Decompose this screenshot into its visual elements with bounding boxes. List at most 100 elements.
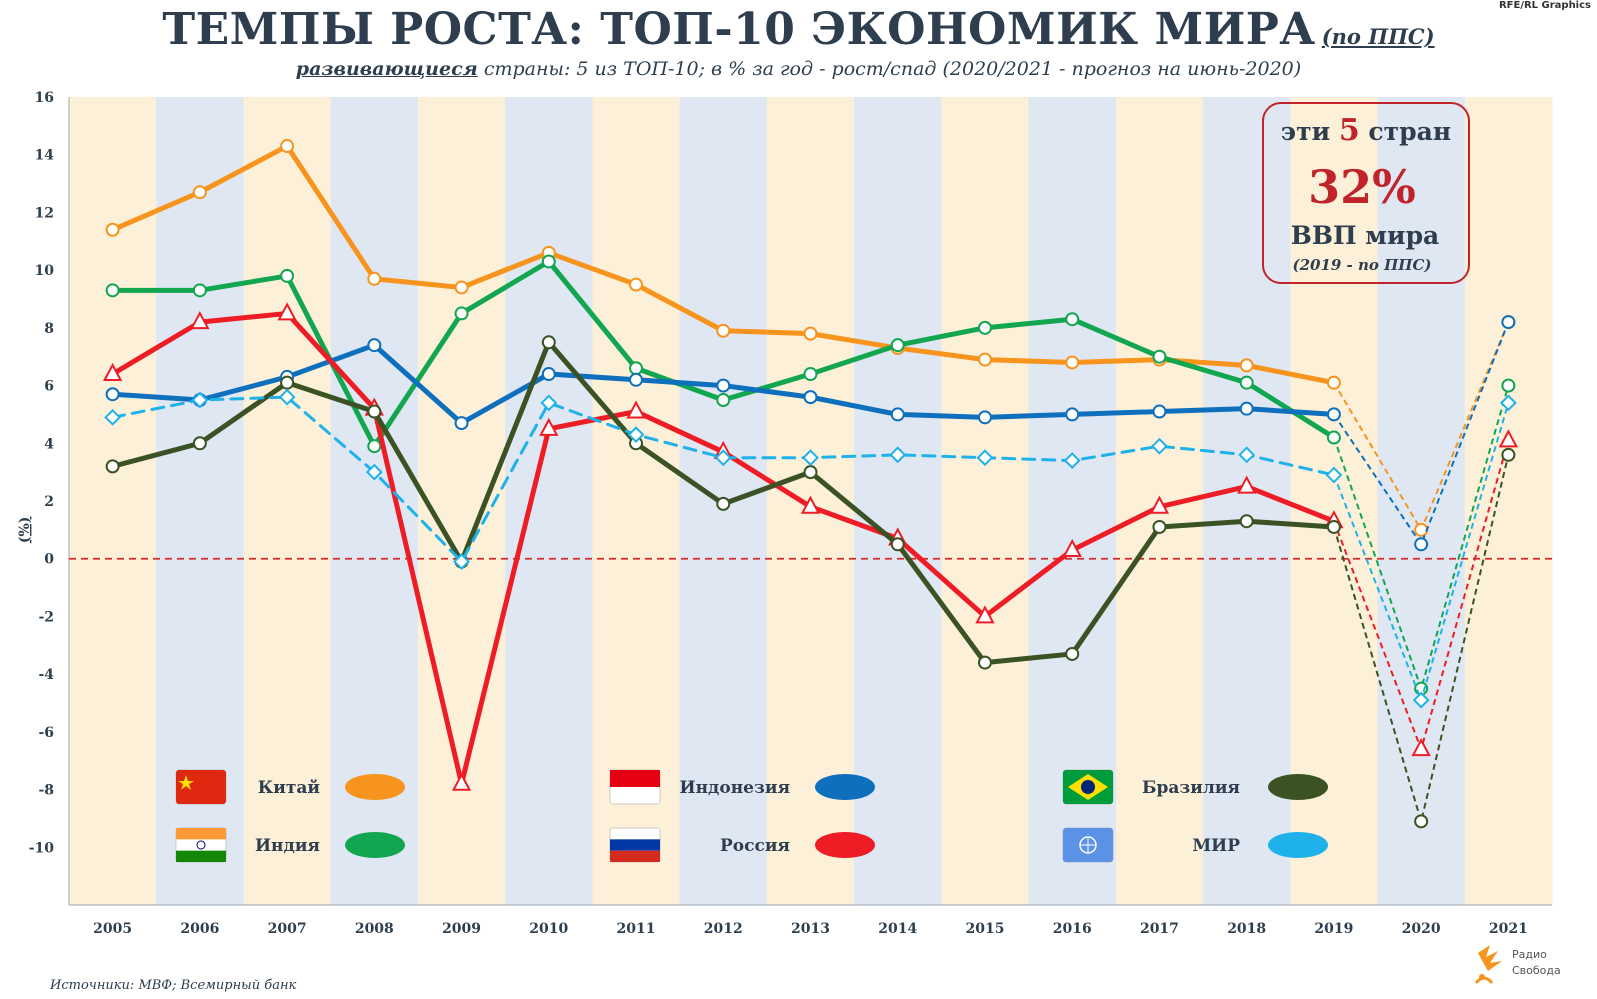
flag-wheel (196, 840, 206, 850)
x-tick-label: 2008 (355, 921, 394, 937)
bg-band (417, 97, 506, 905)
marker-india (280, 268, 295, 283)
marker-russia (626, 400, 646, 419)
marker-indonesia (716, 378, 731, 393)
marker-world (365, 463, 383, 481)
marker-world (104, 408, 122, 426)
marker-indonesia (803, 390, 818, 405)
y-axis: 16 14 12 10 8 6 4 2 0 -2 -4 -6 -8 -10 (%) (17, 90, 54, 856)
legend-item-china: Китай (175, 769, 405, 805)
marker-world (1412, 691, 1430, 709)
marker-china (629, 277, 644, 292)
marker-india (629, 361, 644, 376)
flag-indonesia-icon (609, 769, 661, 805)
marker-indonesia (977, 410, 992, 425)
marker-indonesia (1414, 537, 1429, 552)
legend-label: Индонезия (680, 778, 790, 798)
marker-india (1326, 430, 1341, 445)
flag-brazil-icon (1062, 769, 1114, 805)
marker-china (1414, 522, 1429, 537)
marker-world (1063, 452, 1081, 470)
callout-line1: эти 5 стран (1281, 113, 1451, 148)
marker-india (1501, 378, 1516, 393)
callout-line3: ВВП мира (1291, 221, 1440, 250)
bg-band (1464, 97, 1553, 905)
marker-brazil (192, 436, 207, 451)
x-tick-label: 2017 (1140, 921, 1179, 937)
logo-icon (1474, 945, 1502, 984)
y-tick-label: -8 (38, 783, 54, 799)
marker-indonesia (1501, 315, 1516, 330)
marker-brazil (977, 655, 992, 670)
marker-world (802, 449, 819, 467)
marker-brazil (541, 335, 556, 350)
marker-china (105, 222, 120, 237)
flag-globe (1081, 780, 1095, 794)
bg-band (505, 97, 593, 905)
series-brazil (105, 335, 1516, 829)
marker-india (803, 367, 818, 382)
marker-brazil (105, 459, 120, 474)
callout-percent: 32% (1308, 160, 1416, 214)
marker-brazil (1152, 519, 1167, 534)
legend-item-russia: Россия (609, 827, 875, 863)
marker-indonesia (1065, 407, 1080, 422)
marker-world (976, 449, 994, 467)
credit-label: RFE/RL Graphics (1498, 0, 1591, 11)
y-axis-label: (%) (17, 517, 33, 544)
marker-china (716, 323, 731, 338)
bg-band (1290, 97, 1379, 905)
marker-russia (102, 362, 123, 382)
y-tick-label: -4 (38, 667, 54, 683)
forecast-line-indonesia (1333, 321, 1510, 547)
logo-text-line2: Свобода (1512, 964, 1561, 977)
marker-russia (1237, 475, 1257, 494)
marker-world (453, 553, 470, 571)
marker-indonesia (367, 338, 382, 353)
marker-india (367, 439, 382, 454)
y-tick-label: 12 (35, 205, 54, 221)
x-tick-label: 2016 (1053, 921, 1092, 937)
y-tick-label: 2 (44, 494, 54, 510)
marker-brazil (1239, 514, 1254, 529)
marker-india (716, 393, 731, 407)
x-tick-label: 2013 (791, 921, 830, 937)
line-chart: 16 14 12 10 8 6 4 2 0 -2 -4 -6 -8 -10 (%) 2005 2006 2007… (17, 90, 1553, 937)
marker-china (1239, 358, 1254, 373)
flag-stripe (610, 850, 660, 862)
flag-star (178, 775, 194, 790)
marker-india (890, 338, 905, 353)
marker-india (1239, 375, 1254, 390)
legend-swatch (345, 774, 405, 800)
title-note: (по ППС) (1321, 24, 1435, 49)
flag-stripe (176, 850, 226, 862)
bg-band (941, 97, 1030, 905)
logo-text-line1: Радио (1512, 948, 1547, 961)
radio-svoboda-logo: Радио Свобода (1472, 943, 1562, 987)
legend-label: МИР (1192, 836, 1240, 856)
marker-brazil (716, 496, 731, 511)
marker-india (977, 320, 992, 335)
legend-swatch (345, 832, 405, 858)
y-tick-label: -6 (38, 725, 54, 741)
marker-brazil (1326, 519, 1341, 534)
marker-russia (1498, 429, 1519, 448)
x-tick-label: 2021 (1489, 921, 1528, 937)
marker-china (367, 271, 382, 286)
x-tick-label: 2005 (93, 921, 132, 937)
x-tick-label: 2018 (1227, 921, 1266, 937)
marker-brazil (1414, 814, 1429, 829)
callout-number: 5 (1339, 113, 1360, 148)
marker-india (1065, 312, 1080, 327)
flag-russia-icon (609, 827, 661, 863)
y-tick-label: -10 (29, 840, 55, 856)
marker-indonesia (454, 416, 469, 431)
callout-border (1262, 102, 1470, 284)
marker-world (1238, 446, 1256, 464)
y-tick-label: 14 (35, 148, 55, 164)
source-note: Источники: МВФ; Всемирный банк (50, 978, 297, 993)
title-block: ТЕМПЫ РОСТА: ТОП-10 ЭКОНОМИК МИРА (по ППС… (0, 4, 1597, 55)
marker-russia (975, 605, 995, 624)
marker-russia (451, 772, 472, 791)
y-tick-label: 16 (35, 90, 54, 106)
